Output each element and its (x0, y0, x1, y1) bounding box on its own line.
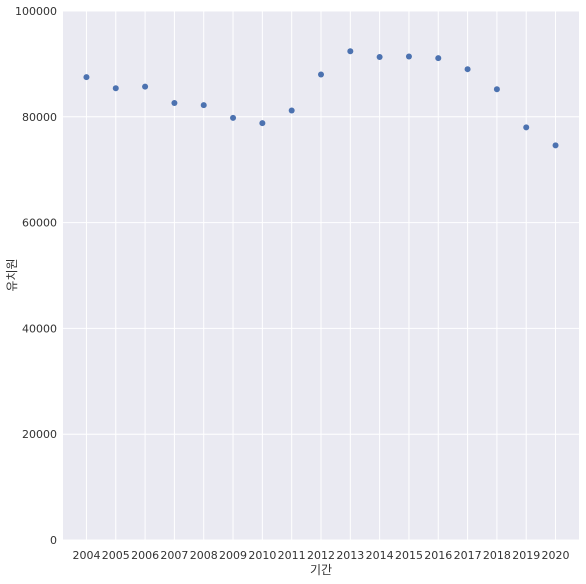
data-point (112, 85, 119, 92)
data-point (435, 55, 442, 62)
x-tick-label: 2020 (542, 549, 570, 562)
data-point (347, 48, 354, 55)
data-point (142, 83, 149, 90)
data-point (288, 107, 295, 114)
data-point (259, 120, 266, 127)
x-tick-label: 2005 (102, 549, 130, 562)
data-point (230, 114, 237, 121)
y-tick-label: 80000 (22, 111, 57, 124)
x-tick-label: 2012 (307, 549, 335, 562)
x-tick-label: 2007 (160, 549, 188, 562)
x-tick-label: 2014 (366, 549, 394, 562)
data-point (493, 86, 500, 93)
x-tick-label: 2019 (512, 549, 540, 562)
x-tick-label: 2006 (131, 549, 159, 562)
y-tick-label: 60000 (22, 217, 57, 230)
data-point (552, 142, 559, 149)
x-tick-label: 2010 (248, 549, 276, 562)
data-point (523, 124, 530, 131)
x-tick-label: 2017 (454, 549, 482, 562)
x-tick-label: 2013 (336, 549, 364, 562)
data-points (83, 48, 559, 149)
y-tick-label: 20000 (22, 428, 57, 441)
x-tick-label: 2004 (72, 549, 100, 562)
x-tick-label: 2009 (219, 549, 247, 562)
data-point (376, 54, 383, 61)
data-point (405, 53, 412, 60)
y-tick-label: 0 (50, 534, 57, 547)
data-point (200, 102, 207, 109)
y-axis-label: 유치원 (5, 258, 19, 291)
data-point (318, 71, 324, 78)
x-tick-label: 2016 (424, 549, 452, 562)
data-point (464, 66, 471, 73)
x-axis-label: 기간 (310, 563, 332, 577)
y-tick-label: 40000 (22, 322, 57, 335)
x-tick-label: 2008 (190, 549, 218, 562)
x-tick-label: 2018 (483, 549, 511, 562)
y-tick-labels: 0 20000 40000 60000 80000 100000 (15, 5, 57, 547)
x-tick-labels: 2004 2005 2006 2007 2008 2009 2010 2011 2012 2013… (72, 549, 569, 562)
data-point (83, 74, 90, 81)
x-tick-label: 2015 (395, 549, 423, 562)
data-point (171, 100, 178, 107)
y-tick-label: 100000 (15, 5, 57, 18)
grid-lines (63, 10, 579, 541)
x-tick-label: 2011 (278, 549, 306, 562)
